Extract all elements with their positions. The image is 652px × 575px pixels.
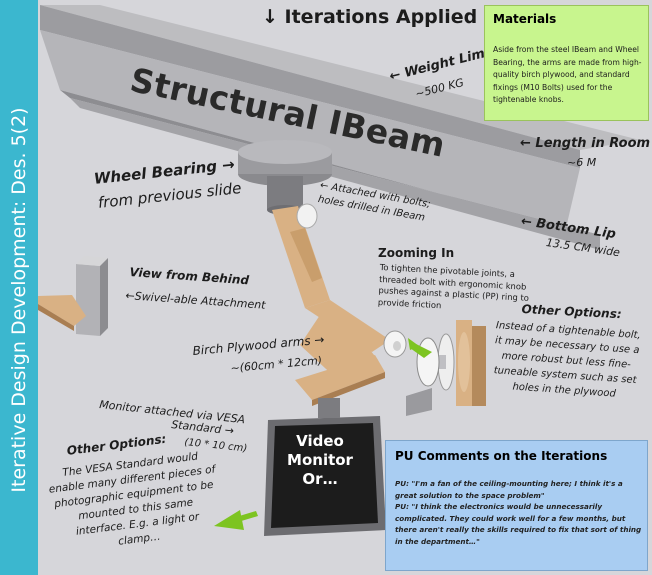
zooming-title: Zooming In bbox=[378, 246, 455, 260]
materials-text: Aside from the steel IBeam and Wheel Bea… bbox=[493, 45, 642, 104]
comments-box: PU Comments on the Iterations PU: "I'm a… bbox=[385, 440, 648, 571]
green-arrow-graphic bbox=[214, 510, 258, 530]
materials-box: Materials Aside from the steel IBeam and… bbox=[484, 5, 649, 121]
sidebar-title: Iterative Design Development: Des. 5(2) bbox=[8, 107, 30, 493]
view-behind-graphic bbox=[38, 256, 108, 336]
comments-body: PU: "I'm a fan of the ceiling-mounting h… bbox=[395, 478, 643, 547]
materials-title: Materials bbox=[493, 12, 557, 26]
knobs-graphic bbox=[296, 203, 407, 358]
comment-quote-2: PU: "I think the electronics would be un… bbox=[395, 502, 642, 546]
comment-quote-1: PU: "I'm a fan of the ceiling-mounting h… bbox=[395, 479, 623, 500]
zoom-joint-graphic bbox=[406, 320, 486, 416]
wheel-bearing-graphic bbox=[238, 140, 332, 215]
monitor-graphic bbox=[264, 398, 386, 536]
sidebar: Iterative Design Development: Des. 5(2) bbox=[0, 0, 38, 575]
length-value: ~6 M bbox=[567, 156, 597, 169]
plywood-arms-graphic bbox=[272, 206, 390, 406]
comments-title: PU Comments on the Iterations bbox=[395, 449, 608, 463]
length-title: ← Length in Room bbox=[520, 136, 651, 151]
other-options-right-text: Instead of a tightenable bolt, it may be… bbox=[493, 320, 642, 400]
monitor-line1: Video bbox=[296, 432, 344, 450]
monitor-label: Video Monitor Or… bbox=[270, 432, 370, 489]
monitor-line3: Or… bbox=[302, 470, 338, 488]
iterations-header: ↓ Iterations Applied bbox=[262, 6, 478, 28]
monitor-line2: Monitor bbox=[287, 451, 353, 469]
